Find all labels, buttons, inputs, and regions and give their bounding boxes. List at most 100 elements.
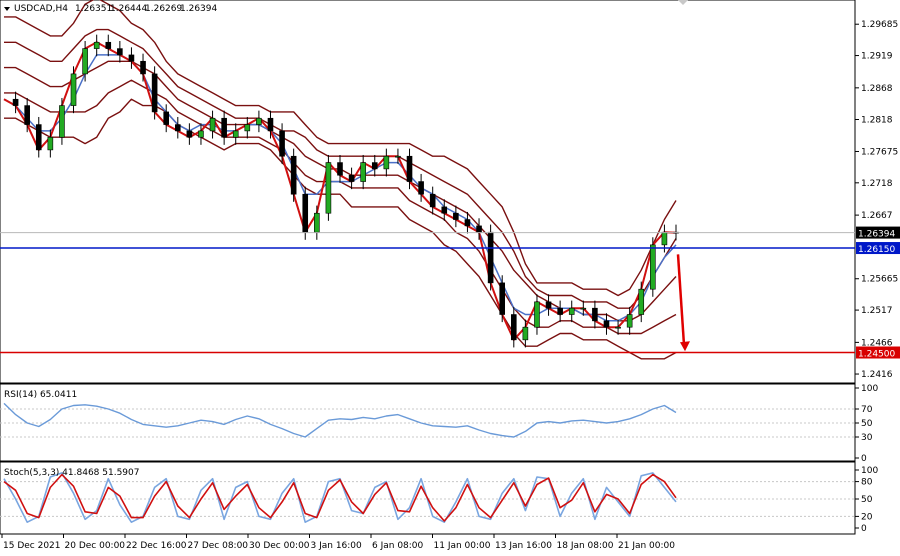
time-tick-label: 11 Jan 00:00 — [434, 541, 491, 551]
rsi-title: RSI(14) 65.0411 — [4, 390, 77, 400]
level-label-1: 1.24500 — [858, 350, 895, 360]
stoch-d-line — [3, 473, 677, 522]
current-price-label: 1.26394 — [858, 230, 895, 240]
stoch-title: Stoch(5,3,3) 41.8468 51.5907 — [4, 468, 139, 478]
candle-up — [325, 162, 332, 214]
candle-down — [371, 162, 378, 170]
candle-down — [545, 301, 552, 309]
price-tick-label: 1.2466 — [861, 338, 893, 348]
candle-down — [418, 181, 424, 195]
ohlc-open: 1.26351 — [75, 4, 112, 14]
rsi-tick-label: 0 — [861, 454, 867, 464]
candles — [12, 34, 679, 348]
price-tick-label: 1.2919 — [861, 52, 893, 62]
candle-down — [186, 130, 193, 138]
candle-down — [128, 54, 135, 62]
time-tick-label: 20 Dec 00:00 — [65, 541, 126, 551]
candle-up — [198, 130, 204, 138]
symbol-title: USDCAD,H4 — [14, 4, 68, 14]
candle-down — [117, 48, 123, 56]
ohlc-close: 1.26394 — [180, 4, 217, 14]
price-line-dark-3 — [4, 98, 677, 360]
scroll-marker-icon[interactable] — [678, 0, 688, 5]
candle-down — [302, 193, 309, 233]
candle-up — [568, 307, 575, 315]
candle-down — [453, 212, 459, 220]
candle-up — [70, 73, 77, 106]
projection-arrow-icon — [680, 341, 690, 352]
chart-frame — [0, 0, 856, 535]
rsi-tick-label: 50 — [861, 419, 873, 429]
candle-down — [499, 282, 506, 315]
time-tick-label: 21 Jan 00:00 — [618, 541, 675, 551]
candle-down — [592, 307, 598, 322]
candle-down — [603, 320, 610, 328]
candle-down — [163, 111, 170, 125]
candle-down — [24, 105, 30, 125]
time-axis: 15 Dec 2021 20 Dec 00:00 22 Dec 16:00 27 De… — [1, 534, 675, 551]
candle-down — [476, 225, 482, 233]
candle-down — [487, 231, 494, 284]
candle-up — [580, 307, 587, 310]
stoch-tick-label: 0 — [861, 524, 867, 534]
time-tick-label: 22 Dec 16:00 — [126, 541, 187, 551]
price-tick-label: 1.29685 — [861, 20, 898, 30]
stoch-tick-label: 80 — [861, 478, 873, 488]
collapse-arrow-icon[interactable] — [4, 7, 10, 11]
candle-down — [267, 117, 274, 132]
chart-header: USDCAD,H4 1.26351 1.26444 1.26269 1.2639… — [4, 4, 217, 478]
candle-up — [82, 48, 88, 75]
price-tick-label: 1.2718 — [861, 179, 893, 189]
candle-up — [256, 117, 262, 125]
candle-down — [406, 155, 413, 182]
candle-down — [441, 206, 448, 214]
level-tag-0 — [856, 242, 900, 255]
rsi-pane: 100 70 50 30 0 — [0, 384, 878, 464]
price-tick-label: 1.2517 — [861, 306, 893, 316]
candle-down — [151, 73, 158, 113]
candle-up — [661, 231, 668, 246]
candle-down — [140, 60, 146, 75]
stoch-tick-label: 50 — [861, 495, 873, 505]
price-tick-label: 1.2416 — [861, 370, 893, 380]
candle-up — [395, 155, 401, 158]
price-tick-label: 1.2868 — [861, 84, 893, 94]
candle-down — [221, 117, 227, 138]
candle-down — [510, 314, 517, 341]
stoch-pane: 100 80 50 20 0 — [0, 466, 878, 534]
price-pane: 1.26150 1.24500 1.26394 1.29685 1.2919 1.2868… — [0, 0, 900, 380]
candle-up — [638, 288, 645, 315]
rsi-tick-label: 70 — [861, 405, 873, 415]
candle-up — [615, 326, 621, 329]
price-tick-label: 1.27675 — [861, 147, 898, 157]
time-tick-label: 3 Jan 16:00 — [311, 541, 363, 551]
time-tick-label: 6 Jan 08:00 — [372, 541, 424, 551]
price-tick-label: 1.25665 — [861, 275, 898, 285]
candle-up — [534, 301, 540, 328]
candle-up — [360, 162, 366, 182]
candle-up — [232, 130, 239, 138]
candle-down — [557, 307, 563, 315]
candle-up — [47, 136, 54, 151]
level-label-0: 1.26150 — [858, 245, 895, 255]
projection-arrow-shaft — [676, 254, 686, 345]
candle-down — [464, 219, 471, 227]
candle-down — [105, 41, 112, 49]
candle-up — [59, 105, 65, 138]
candle-up — [209, 117, 216, 132]
candle-down — [279, 130, 285, 157]
ohlc-high: 1.26444 — [110, 4, 147, 14]
candle-down — [35, 124, 42, 151]
rsi-line — [3, 402, 677, 438]
candle-down — [290, 155, 297, 195]
candle-down — [348, 174, 355, 182]
price-tick-label: 1.2818 — [861, 116, 893, 126]
level-tag-1 — [856, 346, 900, 359]
time-tick-label: 27 Dec 08:00 — [188, 541, 249, 551]
rsi-tick-label: 100 — [861, 384, 878, 394]
ohlc-low: 1.26269 — [145, 4, 182, 14]
candle-up — [626, 314, 633, 328]
candle-down — [429, 193, 436, 208]
candle-down — [337, 162, 343, 176]
